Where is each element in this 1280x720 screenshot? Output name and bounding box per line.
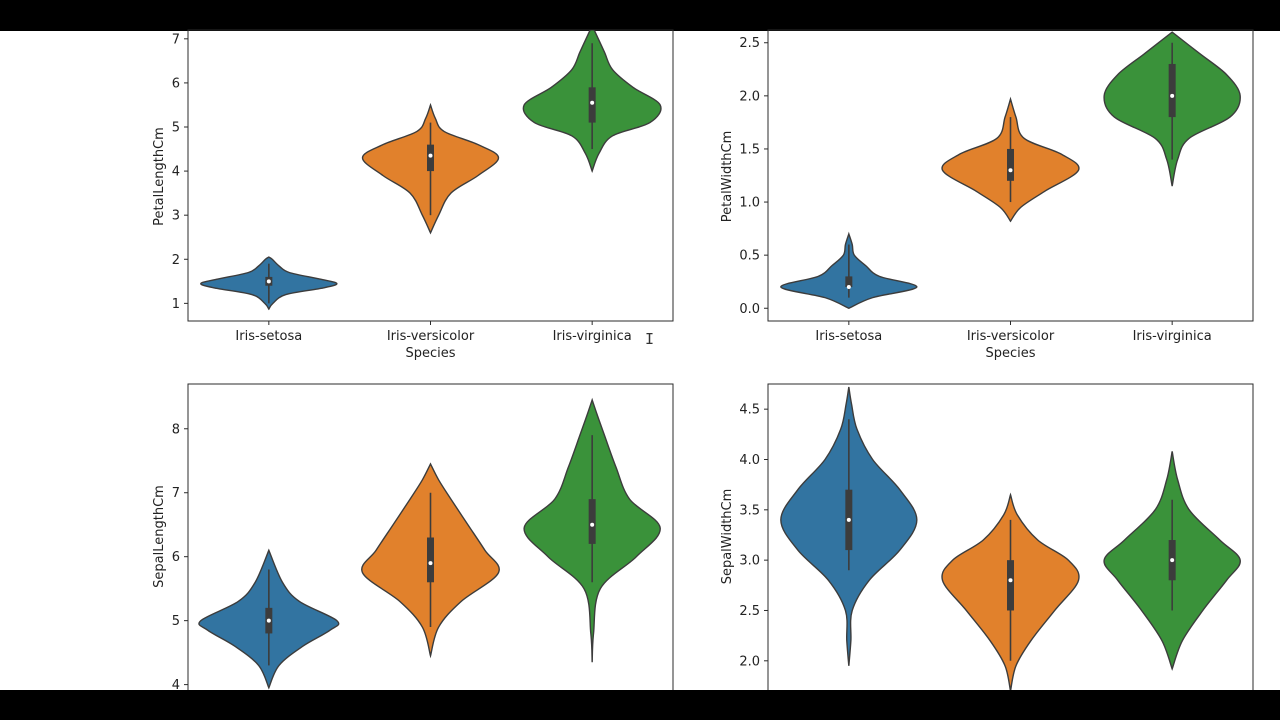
iqr-box-iris-setosa — [845, 276, 853, 288]
iqr-box-iris-versicolor — [427, 144, 434, 172]
median-marker-iris-versicolor — [1008, 168, 1013, 173]
y-tick-label: 1.5 — [739, 142, 760, 157]
y-tick-label: 1.0 — [739, 196, 760, 211]
median-marker-iris-setosa — [846, 517, 851, 522]
y-tick-label: 7 — [172, 486, 180, 501]
y-tick-label: 2.0 — [739, 654, 760, 669]
y-tick-label: 1 — [172, 297, 180, 312]
y-tick-label: 4 — [172, 165, 180, 180]
x-tick-label-iris-virginica: Iris-virginica — [1133, 329, 1212, 344]
x-axis-label: Species — [405, 346, 455, 361]
x-tick-label-iris-versicolor: Iris-versicolor — [967, 329, 1055, 344]
y-tick-label: 8 — [172, 422, 180, 437]
iqr-box-iris-virginica — [1168, 63, 1176, 118]
median-marker-iris-versicolor — [428, 561, 433, 566]
median-marker-iris-virginica — [1170, 558, 1175, 563]
y-tick-label: 5 — [172, 614, 180, 629]
y-tick-label: 3.5 — [739, 503, 760, 518]
iqr-box-iris-versicolor — [1007, 148, 1014, 181]
letterbox-bottom — [0, 690, 1280, 720]
y-tick-label: 6 — [172, 76, 180, 91]
violin-panel-petallengthcm: 1 2 3 4 5 6 7 Iris-setosa Iris-versicolor Iris-vi… — [152, 29, 674, 361]
plot-area — [198, 397, 661, 690]
violin-panel-petalwidthcm: 0.0 0.5 1.0 1.5 2.0 2.5 Iris-setosa Iris-versic… — [720, 29, 1254, 361]
y-tick-label: 4.0 — [739, 453, 760, 468]
y-tick-label: 2.5 — [739, 604, 760, 619]
y-tick-label: 3.0 — [739, 554, 760, 569]
median-marker-iris-setosa — [846, 285, 851, 290]
x-tick-label-iris-setosa: Iris-setosa — [235, 329, 302, 344]
x-tick-label-iris-versicolor: Iris-versicolor — [387, 329, 475, 344]
y-axis-label: SepalWidthCm — [720, 489, 735, 585]
y-axis-label: SepalLengthCm — [152, 485, 167, 588]
median-marker-iris-setosa — [266, 618, 271, 623]
median-marker-iris-virginica — [1170, 93, 1175, 98]
iqr-box-iris-versicolor — [1007, 560, 1014, 611]
violin-panel-sepalwidthcm: 2.0 2.5 3.0 3.5 4.0 4.5 SepalWidthCm — [720, 383, 1254, 692]
median-marker-iris-setosa — [266, 279, 271, 284]
plot-area — [780, 31, 1241, 310]
text-cursor-icon: I — [645, 330, 655, 348]
iqr-box-iris-virginica — [588, 87, 596, 123]
y-tick-label: 2.0 — [739, 89, 760, 104]
y-tick-label: 3 — [172, 209, 180, 224]
x-axis-label: Species — [985, 346, 1035, 361]
plot-area — [780, 386, 1241, 691]
y-tick-label: 6 — [172, 550, 180, 565]
iqr-box-iris-virginica — [588, 499, 596, 544]
y-tick-label: 4.5 — [739, 403, 760, 418]
x-tick-label-iris-virginica: Iris-virginica — [553, 329, 632, 344]
y-tick-label: 0.0 — [739, 302, 760, 317]
median-marker-iris-virginica — [590, 100, 595, 105]
iqr-box-iris-versicolor — [427, 537, 434, 583]
y-tick-label: 2.5 — [739, 36, 760, 51]
violin-panel-sepallengthcm: 4 5 6 7 8 SepalLengthCm — [152, 383, 674, 693]
y-tick-label: 4 — [172, 678, 180, 693]
median-marker-iris-versicolor — [428, 153, 433, 158]
median-marker-iris-versicolor — [1008, 578, 1013, 583]
plot-area — [200, 30, 662, 311]
y-tick-label: 2 — [172, 253, 180, 268]
y-axis-label: PetalLengthCm — [152, 127, 167, 226]
letterbox-top — [0, 0, 1280, 31]
y-axis-label: PetalWidthCm — [720, 131, 735, 223]
median-marker-iris-virginica — [590, 522, 595, 527]
x-tick-label-iris-setosa: Iris-setosa — [815, 329, 882, 344]
y-tick-label: 0.5 — [739, 249, 760, 264]
y-tick-label: 5 — [172, 121, 180, 136]
y-tick-label: 7 — [172, 32, 180, 47]
